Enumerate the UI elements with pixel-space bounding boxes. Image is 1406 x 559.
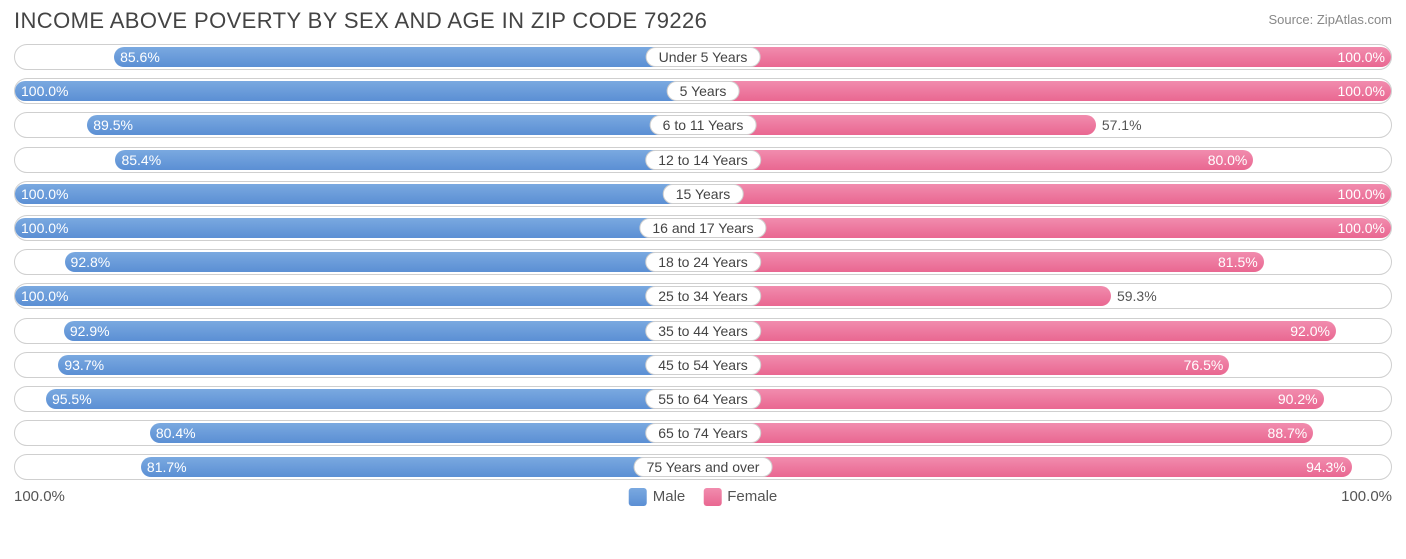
age-label: 55 to 64 Years: [645, 389, 761, 409]
female-value-label: 100.0%: [1338, 49, 1385, 65]
legend-item-male: Male: [629, 488, 686, 506]
chart-source: Source: ZipAtlas.com: [1268, 8, 1392, 27]
male-bar: 89.5%: [87, 115, 703, 135]
female-bar: 100.0%: [703, 184, 1391, 204]
male-value-label: 89.5%: [93, 117, 133, 133]
female-value-label: 94.3%: [1306, 459, 1346, 475]
male-value-label: 80.4%: [156, 425, 196, 441]
male-value-label: 85.4%: [121, 152, 161, 168]
male-bar: 100.0%: [15, 286, 703, 306]
diverging-bar-chart: 85.6% 100.0% Under 5 Years 100.0% 100.0% 5 Ye…: [14, 44, 1392, 480]
chart-row: 89.5% 57.1% 6 to 11 Years: [14, 112, 1392, 138]
chart-row: 100.0% 100.0% 5 Years: [14, 78, 1392, 104]
chart-row: 85.4% 80.0% 12 to 14 Years: [14, 147, 1392, 173]
male-value-label: 95.5%: [52, 391, 92, 407]
age-label: Under 5 Years: [646, 47, 761, 67]
male-bar: 81.7%: [141, 457, 703, 477]
female-value-label: 80.0%: [1208, 152, 1248, 168]
axis-label-left: 100.0%: [14, 488, 65, 505]
female-value-label: 81.5%: [1218, 254, 1258, 270]
chart-title: INCOME ABOVE POVERTY BY SEX AND AGE IN Z…: [14, 8, 707, 34]
legend-label-female: Female: [727, 488, 777, 505]
male-value-label: 100.0%: [21, 83, 68, 99]
swatch-male-icon: [629, 488, 647, 506]
male-value-label: 100.0%: [21, 186, 68, 202]
male-value-label: 81.7%: [147, 459, 187, 475]
age-label: 15 Years: [663, 184, 744, 204]
chart-row: 93.7% 76.5% 45 to 54 Years: [14, 352, 1392, 378]
male-bar: 93.7%: [58, 355, 703, 375]
male-bar: 100.0%: [15, 184, 703, 204]
male-bar: 85.4%: [115, 150, 703, 170]
age-label: 45 to 54 Years: [645, 355, 761, 375]
female-value-label: 100.0%: [1338, 186, 1385, 202]
female-value-label: 100.0%: [1338, 220, 1385, 236]
age-label: 12 to 14 Years: [645, 150, 761, 170]
female-bar: [703, 115, 1096, 135]
male-bar: 80.4%: [150, 423, 703, 443]
legend-item-female: Female: [703, 488, 777, 506]
chart-row: 92.8% 81.5% 18 to 24 Years: [14, 249, 1392, 275]
male-bar: 92.9%: [64, 321, 703, 341]
female-bar: [703, 286, 1111, 306]
chart-row: 92.9% 92.0% 35 to 44 Years: [14, 318, 1392, 344]
age-label: 6 to 11 Years: [650, 115, 757, 135]
male-value-label: 93.7%: [64, 357, 104, 373]
female-bar: 81.5%: [703, 252, 1264, 272]
female-bar: 94.3%: [703, 457, 1352, 477]
age-label: 5 Years: [667, 81, 740, 101]
male-bar: 100.0%: [15, 218, 703, 238]
male-value-label: 85.6%: [120, 49, 160, 65]
female-value-label: 57.1%: [1102, 117, 1142, 133]
male-bar: 92.8%: [65, 252, 703, 272]
female-bar: 100.0%: [703, 81, 1391, 101]
female-bar: 100.0%: [703, 47, 1391, 67]
age-label: 18 to 24 Years: [645, 252, 761, 272]
chart-row: 95.5% 90.2% 55 to 64 Years: [14, 386, 1392, 412]
male-bar: 95.5%: [46, 389, 703, 409]
female-value-label: 88.7%: [1268, 425, 1308, 441]
legend-label-male: Male: [653, 488, 686, 505]
female-bar: 80.0%: [703, 150, 1253, 170]
male-value-label: 100.0%: [21, 288, 68, 304]
age-label: 25 to 34 Years: [645, 286, 761, 306]
age-label: 75 Years and over: [634, 457, 773, 477]
female-value-label: 92.0%: [1290, 323, 1330, 339]
male-bar: 100.0%: [15, 81, 703, 101]
chart-row: 100.0% 59.3% 25 to 34 Years: [14, 283, 1392, 309]
female-bar: 76.5%: [703, 355, 1229, 375]
axis-label-right: 100.0%: [1341, 488, 1392, 505]
female-value-label: 59.3%: [1117, 288, 1157, 304]
chart-row: 100.0% 100.0% 15 Years: [14, 181, 1392, 207]
chart-row: 80.4% 88.7% 65 to 74 Years: [14, 420, 1392, 446]
age-label: 35 to 44 Years: [645, 321, 761, 341]
legend: Male Female: [629, 488, 778, 506]
female-bar: 100.0%: [703, 218, 1391, 238]
age-label: 65 to 74 Years: [645, 423, 761, 443]
male-value-label: 92.9%: [70, 323, 110, 339]
male-value-label: 92.8%: [71, 254, 111, 270]
swatch-female-icon: [703, 488, 721, 506]
female-bar: 88.7%: [703, 423, 1313, 443]
chart-row: 85.6% 100.0% Under 5 Years: [14, 44, 1392, 70]
female-bar: 92.0%: [703, 321, 1336, 341]
female-value-label: 76.5%: [1184, 357, 1224, 373]
female-value-label: 100.0%: [1338, 83, 1385, 99]
chart-row: 81.7% 94.3% 75 Years and over: [14, 454, 1392, 480]
male-bar: 85.6%: [114, 47, 703, 67]
chart-header: INCOME ABOVE POVERTY BY SEX AND AGE IN Z…: [14, 8, 1392, 34]
chart-row: 100.0% 100.0% 16 and 17 Years: [14, 215, 1392, 241]
female-bar: 90.2%: [703, 389, 1324, 409]
chart-footer: 100.0% Male Female 100.0%: [14, 488, 1392, 505]
female-value-label: 90.2%: [1278, 391, 1318, 407]
age-label: 16 and 17 Years: [639, 218, 766, 238]
male-value-label: 100.0%: [21, 220, 68, 236]
